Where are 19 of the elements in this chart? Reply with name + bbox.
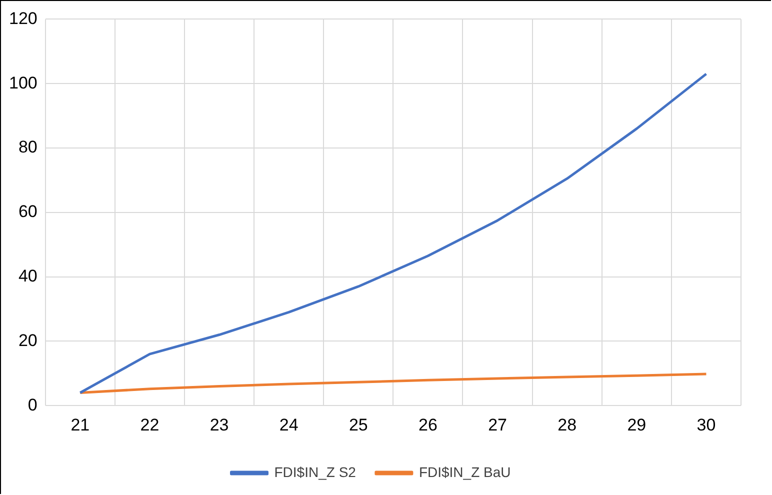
y-tick-label: 60: [18, 202, 38, 222]
legend-label: FDI$IN_Z BaU: [418, 464, 511, 480]
x-tick-label: 24: [279, 415, 298, 434]
x-tick-label: 28: [558, 415, 577, 434]
y-tick-label: 100: [8, 73, 38, 92]
y-tick-label: 80: [18, 138, 38, 157]
x-tick-label: 29: [627, 415, 646, 434]
y-tick-label: 120: [8, 8, 38, 28]
x-tick-label: 22: [140, 415, 160, 434]
x-tick-label: 21: [70, 415, 90, 434]
x-tick-label: 26: [418, 415, 438, 434]
x-tick-label: 23: [210, 415, 229, 434]
y-tick-label: 0: [28, 395, 38, 414]
x-tick-label: 25: [348, 415, 368, 434]
x-tick-label: 27: [488, 415, 507, 434]
y-tick-label: 20: [18, 330, 38, 350]
legend-label: FDI$IN_Z S2: [274, 464, 356, 480]
y-tick-label: 40: [18, 266, 38, 286]
x-tick-label: 30: [696, 415, 716, 434]
